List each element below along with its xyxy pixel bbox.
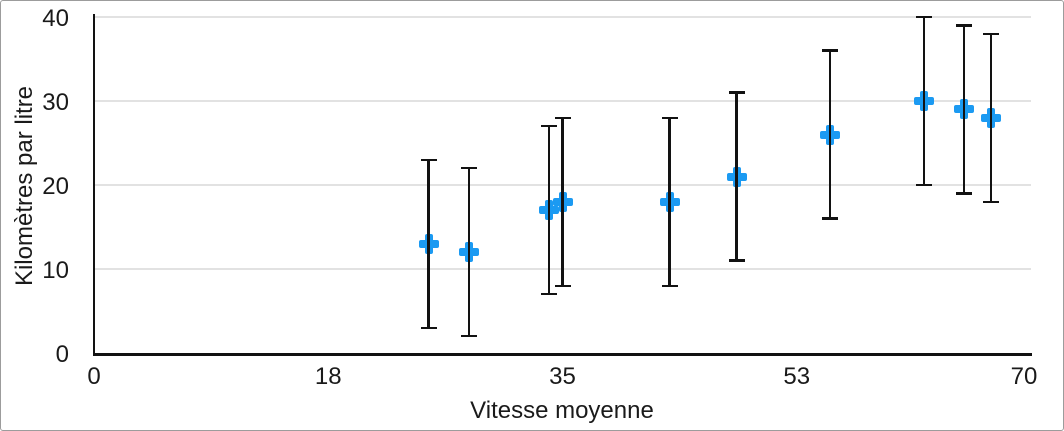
- y-tick-label: 30: [42, 89, 69, 116]
- error-bar-line: [735, 92, 738, 261]
- error-bar-line: [828, 50, 832, 219]
- x-tick-label: 18: [314, 363, 342, 390]
- error-bar-bottom-cap: [541, 292, 558, 296]
- x-tick-label: 70: [1010, 363, 1038, 390]
- error-bar-line: [962, 25, 966, 194]
- gridline: [94, 16, 1031, 18]
- y-tick-label: 20: [42, 173, 69, 200]
- error-bar-line: [467, 168, 471, 337]
- error-bar-line: [989, 33, 993, 202]
- error-bar-top-cap: [728, 91, 745, 94]
- error-bar-top-cap: [956, 24, 973, 27]
- error-bar-bottom-cap: [822, 217, 839, 220]
- error-bar-top-cap: [982, 32, 999, 36]
- x-axis-line: [92, 353, 1032, 356]
- error-bar-line: [547, 126, 551, 295]
- error-bar-top-cap: [460, 166, 477, 170]
- y-tick-label: 40: [42, 5, 69, 32]
- error-bar-top-cap: [541, 124, 558, 128]
- error-bar-top-cap: [554, 116, 571, 120]
- error-bar-bottom-cap: [460, 334, 477, 338]
- y-tick-label: 10: [42, 257, 69, 284]
- error-bar-bottom-cap: [982, 200, 999, 204]
- error-bar-bottom-cap: [554, 284, 571, 288]
- gridline: [94, 100, 1031, 102]
- error-bar-bottom-cap: [420, 326, 437, 330]
- error-bar-bottom-cap: [661, 284, 678, 288]
- error-bar-line: [922, 17, 926, 185]
- x-axis-title: Vitesse moyenne: [470, 397, 654, 424]
- y-axis-title: Kilomètres par litre: [11, 85, 38, 287]
- error-bar-top-cap: [822, 49, 839, 52]
- error-bar-bottom-cap: [728, 259, 745, 262]
- x-tick-label: 53: [783, 363, 811, 390]
- y-tick-label: 0: [55, 341, 69, 368]
- error-bar-top-cap: [661, 116, 678, 120]
- error-bar-line: [561, 117, 564, 286]
- error-bar-bottom-cap: [915, 183, 932, 187]
- x-tick-label: 0: [87, 363, 101, 390]
- error-bar-top-cap: [915, 15, 932, 19]
- error-bar-line: [427, 159, 430, 328]
- x-tick-label: 35: [549, 363, 576, 390]
- y-axis-line: [92, 14, 95, 356]
- error-bar-bottom-cap: [956, 192, 973, 195]
- error-bar-line: [668, 117, 671, 286]
- error-bar-top-cap: [420, 158, 437, 162]
